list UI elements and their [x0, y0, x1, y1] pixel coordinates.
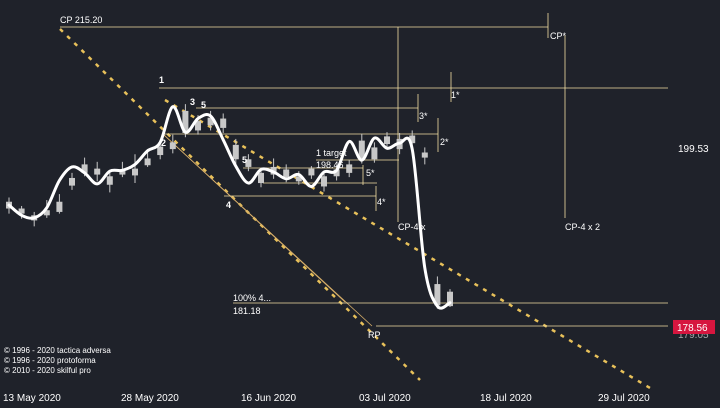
candle-body — [69, 177, 75, 186]
x-tick-1: 28 May 2020 — [121, 393, 179, 404]
candle-body — [169, 142, 176, 150]
candle-body — [106, 176, 113, 185]
price-tag-partial: 179.05 — [678, 330, 709, 341]
candle-body — [308, 168, 315, 176]
rp-label: RP — [368, 330, 381, 340]
cp4x-label: CP-4 x — [398, 222, 426, 232]
candle-body — [358, 140, 365, 160]
one-target-label: 1 target — [316, 148, 347, 158]
dotted-trendline-upper — [164, 98, 651, 390]
trendlines-layer — [59, 28, 651, 390]
y-tick-label: 199.53 — [678, 144, 709, 155]
candles-layer — [6, 104, 453, 309]
level-annotations: CP 215.20 CP* 1* 3* 2* 1 target 198.46 5… — [60, 15, 600, 340]
level-18118-label: 181.18 — [233, 306, 261, 316]
price-tag-value: 178.56 — [677, 323, 708, 334]
x-tick-3: 03 Jul 2020 — [359, 393, 411, 404]
time-axis: 13 May 2020 28 May 2020 16 Jun 2020 03 J… — [3, 393, 650, 404]
wave-label-5b: 5 — [242, 155, 247, 165]
candle-body — [144, 158, 151, 166]
candle-body — [371, 147, 378, 160]
wave-label-2: 2 — [161, 138, 166, 148]
candle-body — [434, 284, 441, 306]
copyright-line-3: © 2010 - 2020 skilful pro — [4, 366, 91, 375]
candle-body — [321, 176, 327, 187]
x-tick-2: 16 Jun 2020 — [241, 393, 296, 404]
four-star-label: 4* — [377, 197, 386, 207]
price-axis: 199.53 179.05 178.56 — [673, 144, 715, 341]
candle-body — [94, 168, 101, 175]
copyright-block: © 1996 - 2020 tactica adversa © 1996 - 2… — [4, 346, 111, 375]
candle-body — [232, 144, 239, 160]
wave-label-5a: 5 — [201, 100, 206, 110]
x-tick-5: 29 Jul 2020 — [598, 393, 650, 404]
price-tag-box — [673, 320, 715, 334]
cp-top-label: CP 215.20 — [60, 15, 102, 25]
candle-body — [346, 164, 353, 173]
candle-body — [295, 176, 302, 182]
cp-star-label: CP* — [550, 31, 567, 41]
candle-body — [220, 118, 227, 128]
candle-body — [132, 168, 138, 176]
candle-body — [258, 172, 264, 184]
x-tick-0: 13 May 2020 — [3, 393, 61, 404]
candle-body — [18, 208, 25, 214]
candle-body — [207, 117, 214, 126]
price-line — [7, 105, 452, 310]
five-star-label: 5* — [366, 168, 375, 178]
candle-body — [333, 169, 340, 177]
candle-body — [81, 164, 88, 173]
candle-body — [157, 146, 164, 156]
hundred-pct-label: 100% 4... — [233, 293, 271, 303]
candle-body — [447, 291, 453, 307]
thin-trendline-2 — [163, 134, 346, 303]
candle-body — [182, 110, 189, 133]
copyright-line-2: © 1996 - 2020 protoforma — [4, 356, 96, 365]
candle-body — [409, 135, 416, 144]
candle-body — [43, 210, 50, 216]
candle-body — [283, 169, 290, 178]
target-value-label: 198.46 — [316, 160, 344, 170]
cp4x2-label: CP-4 x 2 — [565, 222, 600, 232]
one-star-label: 1* — [451, 90, 460, 100]
candle-body — [119, 169, 126, 175]
price-series-layer — [7, 105, 452, 310]
wave-labels: 1 2 3 5 5 4 — [159, 75, 247, 210]
three-star-label: 3* — [419, 111, 428, 121]
x-tick-4: 18 Jul 2020 — [480, 393, 532, 404]
copyright-line-1: © 1996 - 2020 tactica adversa — [4, 346, 111, 355]
candle-body — [56, 201, 63, 212]
wave-label-3: 3 — [190, 97, 195, 107]
wave-label-4: 4 — [226, 200, 231, 210]
candle-body — [421, 152, 428, 158]
two-star-label: 2* — [440, 137, 449, 147]
candle-body — [384, 136, 390, 145]
candle-body — [245, 159, 252, 167]
candle-body — [195, 121, 201, 131]
wave-label-1: 1 — [159, 75, 164, 85]
